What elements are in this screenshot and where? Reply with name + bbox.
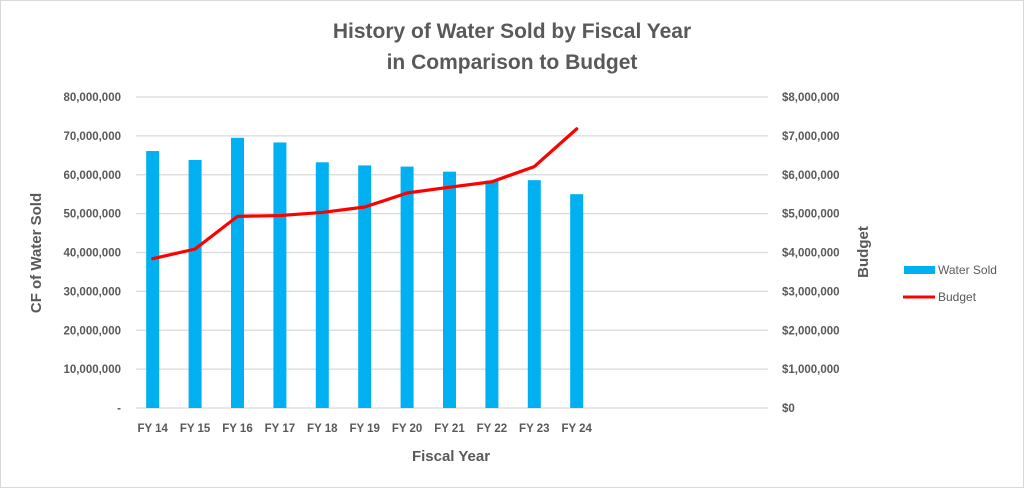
- left-axis-title: CF of Water Sold: [28, 193, 45, 313]
- bar-water-sold: [358, 165, 371, 408]
- right-tick-label: $2,000,000: [782, 325, 840, 337]
- bar-water-sold: [528, 180, 541, 408]
- bar-water-sold: [189, 160, 202, 408]
- left-tick-label: 20,000,000: [63, 325, 121, 337]
- right-tick-label: $1,000,000: [782, 364, 840, 376]
- right-tick-label: $3,000,000: [782, 286, 840, 298]
- legend-label-water-sold: Water Sold: [938, 263, 997, 277]
- right-tick-label: $8,000,000: [782, 92, 840, 104]
- right-tick-label: $0: [782, 403, 795, 415]
- left-tick-label: 40,000,000: [63, 248, 121, 260]
- bar-water-sold: [316, 162, 329, 408]
- left-tick-label: 60,000,000: [63, 170, 121, 182]
- left-tick-label: 10,000,000: [63, 364, 121, 376]
- left-tick-label: 80,000,000: [63, 92, 121, 104]
- x-tick-label: FY 19: [349, 423, 379, 435]
- legend-label-budget: Budget: [938, 290, 977, 304]
- right-tick-label: $7,000,000: [782, 131, 840, 143]
- bar-water-sold: [273, 142, 286, 408]
- bar-water-sold: [443, 172, 456, 408]
- left-tick-label: 70,000,000: [63, 131, 121, 143]
- bar-water-sold: [231, 138, 244, 408]
- x-tick-label: FY 24: [561, 423, 592, 435]
- legend-swatch-water-sold: [904, 266, 935, 274]
- left-tick-label: 30,000,000: [63, 286, 121, 298]
- right-axis-title: Budget: [855, 226, 872, 278]
- x-tick-label: FY 22: [477, 423, 507, 435]
- legend: Water Sold Budget: [903, 263, 997, 304]
- x-axis-title: Fiscal Year: [412, 448, 490, 465]
- right-tick-label: $4,000,000: [782, 248, 840, 260]
- bar-water-sold: [401, 167, 414, 408]
- x-tick-label: FY 17: [265, 423, 295, 435]
- right-tick-label: $6,000,000: [782, 170, 840, 182]
- x-axis-ticks: FY 14 FY 15 FY 16 FY 17 FY 18 FY 19 FY 20 FY 21…: [137, 423, 592, 435]
- x-tick-label: FY 20: [392, 423, 422, 435]
- chart-title-line-1: History of Water Sold by Fiscal Year: [333, 20, 691, 43]
- x-tick-label: FY 21: [434, 423, 465, 435]
- right-tick-label: $5,000,000: [782, 209, 840, 221]
- bar-water-sold: [485, 181, 498, 408]
- x-tick-label: FY 23: [519, 423, 549, 435]
- bar-water-sold: [146, 151, 159, 408]
- left-tick-label: 50,000,000: [63, 209, 121, 221]
- x-tick-label: FY 15: [180, 423, 211, 435]
- chart-title-line-2: in Comparison to Budget: [387, 51, 638, 74]
- x-tick-label: FY 14: [137, 423, 168, 435]
- left-tick-label: -: [117, 403, 121, 415]
- water-sold-bars: [146, 138, 583, 408]
- x-tick-label: FY 16: [222, 423, 252, 435]
- left-axis-ticks: - 10,000,000 20,000,000 30,000,000 40,000,00…: [63, 92, 121, 415]
- bar-water-sold: [570, 194, 583, 408]
- x-tick-label: FY 18: [307, 423, 338, 435]
- right-axis-ticks: $0 $1,000,000 $2,000,000 $3,000,000 $4,000,0…: [782, 92, 840, 415]
